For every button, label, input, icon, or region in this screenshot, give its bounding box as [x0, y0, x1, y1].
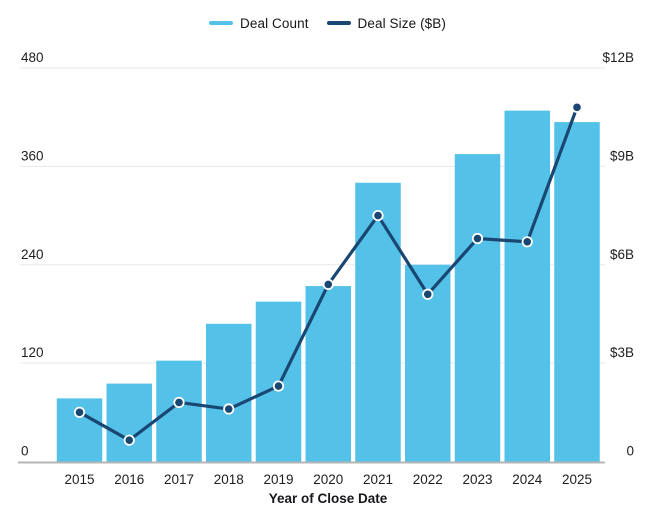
- marker-2015[interactable]: [75, 408, 84, 417]
- bar-2023[interactable]: [454, 154, 501, 462]
- marker-2021[interactable]: [374, 211, 382, 220]
- marker-2016[interactable]: [125, 436, 134, 444]
- y-axis-right-tick-label: $9B: [610, 148, 634, 163]
- bar-2017[interactable]: [156, 360, 202, 462]
- x-axis-label-2018: 2018: [214, 472, 244, 487]
- y-axis-left-tick-label: 240: [21, 247, 44, 262]
- x-axis-label-2017: 2017: [164, 472, 194, 487]
- y-axis-left-tick-label: 120: [21, 345, 44, 360]
- x-axis-label-2024: 2024: [512, 472, 543, 487]
- deal-count-line-swatch-icon: [209, 21, 233, 25]
- marker-2018[interactable]: [224, 405, 233, 413]
- marker-2019[interactable]: [274, 382, 283, 390]
- x-axis-title: Year of Close Date: [269, 491, 388, 506]
- marker-2022[interactable]: [423, 290, 432, 299]
- y-axis-right-tick-label: $6B: [610, 247, 634, 262]
- x-axis-label-2019: 2019: [263, 472, 293, 487]
- y-axis-left-tick-label: 480: [21, 50, 44, 65]
- x-axis-label-2020: 2020: [313, 472, 343, 487]
- chart-legend: Deal Count Deal Size ($B): [0, 12, 655, 34]
- bar-2025[interactable]: [554, 122, 600, 462]
- x-axis-label-2022: 2022: [413, 472, 443, 487]
- y-axis-left-tick-label: 360: [21, 148, 44, 163]
- legend-label-deal-count: Deal Count: [240, 15, 309, 31]
- y-axis-right-tick-label: 0: [626, 444, 634, 459]
- x-axis-label-2021: 2021: [363, 472, 393, 487]
- marker-2023[interactable]: [473, 234, 482, 243]
- x-axis-label-2025: 2025: [562, 472, 592, 487]
- legend-label-deal-size: Deal Size ($B): [357, 15, 446, 31]
- marker-2024[interactable]: [523, 237, 532, 246]
- deal-size-line-swatch-icon: [326, 21, 351, 25]
- legend-item-deal-count[interactable]: Deal Count: [209, 16, 309, 31]
- marker-2025[interactable]: [573, 103, 581, 112]
- y-axis-right-tick-label: $3B: [610, 345, 634, 360]
- x-axis-label-2016: 2016: [114, 472, 144, 487]
- marker-2017[interactable]: [175, 398, 183, 407]
- x-axis-label-2015: 2015: [64, 472, 94, 487]
- bar-2020[interactable]: [305, 286, 352, 462]
- y-axis-left-tick-label: 0: [21, 444, 29, 459]
- x-axis-label-2023: 2023: [462, 472, 492, 487]
- y-axis-right-tick-label: $12B: [602, 50, 634, 65]
- bar-2021[interactable]: [355, 182, 401, 462]
- bar-2016[interactable]: [106, 383, 153, 462]
- bar-2018[interactable]: [206, 323, 252, 462]
- legend-item-deal-size[interactable]: Deal Size ($B): [326, 15, 446, 31]
- bar-2024[interactable]: [504, 110, 551, 462]
- marker-2020[interactable]: [324, 280, 333, 289]
